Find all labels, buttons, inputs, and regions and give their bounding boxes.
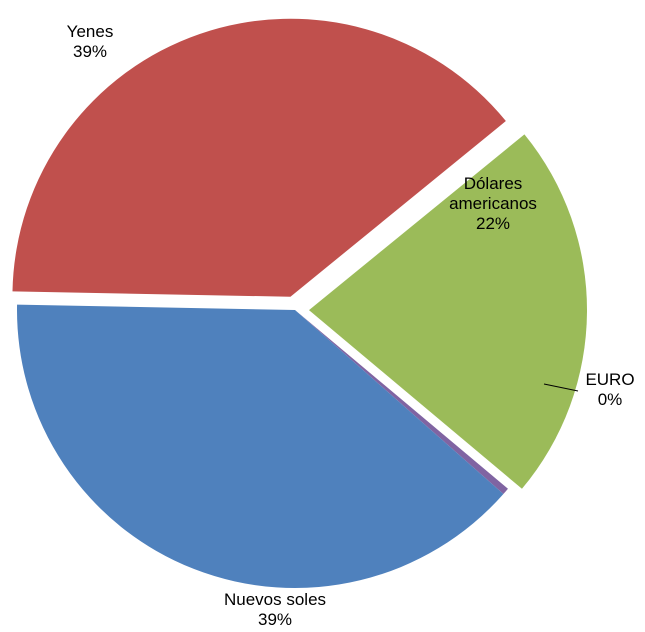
pie-slice-dolares-americanos: [308, 134, 587, 489]
slice-percent-yenes: 39%: [73, 42, 107, 61]
slice-name-dolares-americanos: Dólares: [464, 174, 523, 193]
leader-line-euro: [543, 383, 579, 392]
pie-slice-yenes: [12, 18, 506, 297]
slice-name-yenes: Yenes: [67, 22, 114, 41]
slice-name-dolares-americanos: americanos: [449, 194, 537, 213]
slice-percent-euro: 0%: [598, 390, 623, 409]
slice-label-yenes: Yenes 39%: [67, 22, 114, 61]
pie-slice-nuevos-soles: [17, 304, 504, 589]
slice-name-nuevos-soles: Nuevos soles: [224, 590, 326, 609]
pie-slice-euro: [295, 310, 508, 494]
slice-name-euro: EURO: [585, 370, 634, 389]
pie-slices: [12, 18, 587, 589]
slice-label-euro: EURO 0%: [585, 370, 634, 409]
slice-percent-nuevos-soles: 39%: [258, 610, 292, 629]
pie-labels: Dólares americanos 22%EURO 0%Nuevos soles 39…: [67, 22, 635, 629]
slice-percent-dolares-americanos: 22%: [476, 214, 510, 233]
slice-label-dolares-americanos: Dólares americanos 22%: [449, 174, 537, 233]
slice-label-nuevos-soles: Nuevos soles 39%: [224, 590, 326, 629]
